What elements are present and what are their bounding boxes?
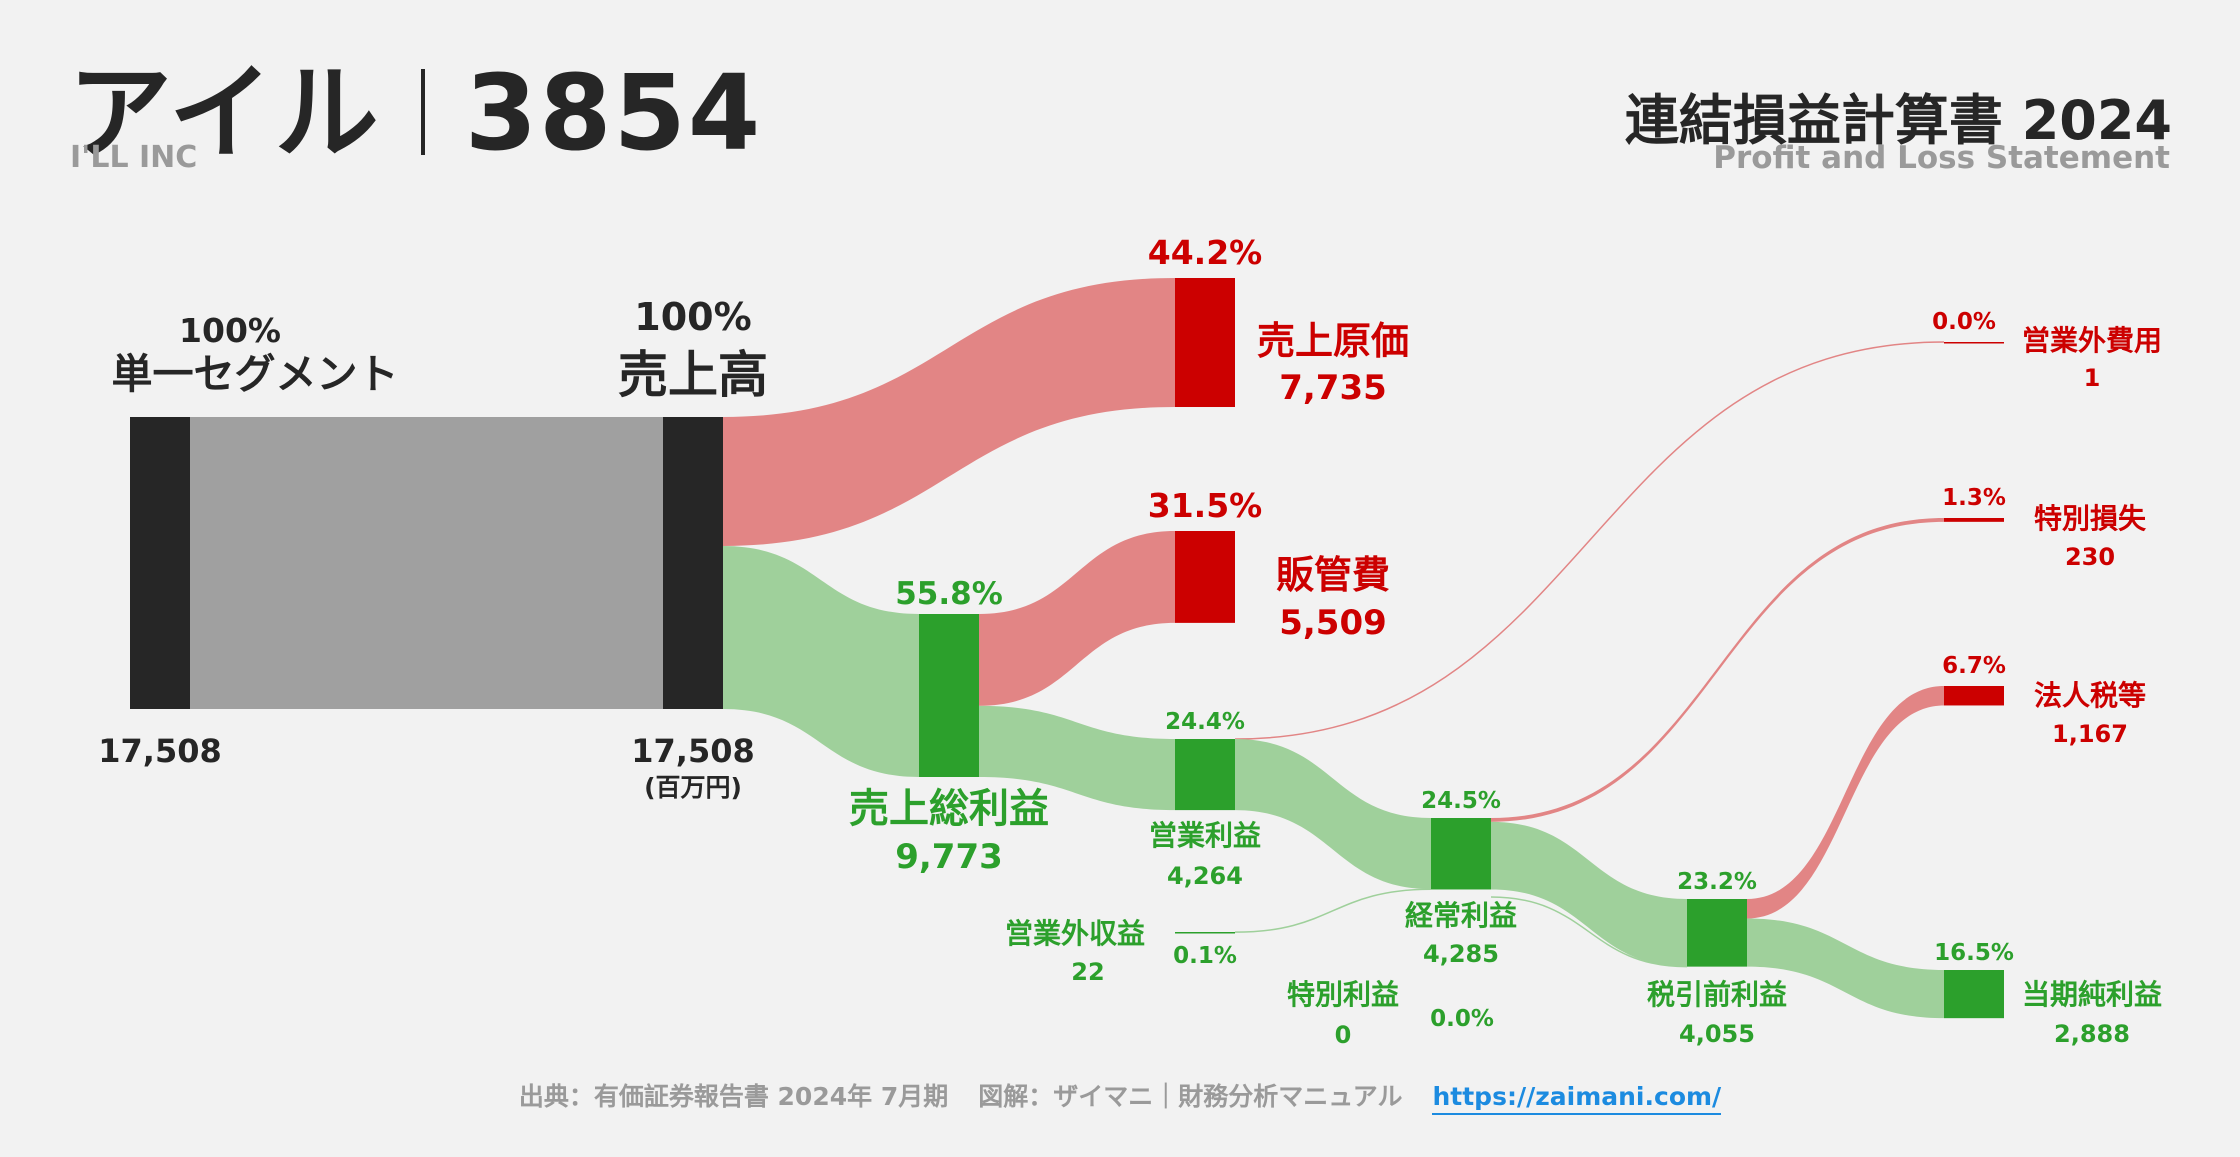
node-non_op_income	[1175, 932, 1235, 934]
value-label-operating_profit: 4,264	[1167, 862, 1243, 890]
value-label-pretax_profit: 4,055	[1679, 1020, 1755, 1048]
value-label-segment: 17,508	[98, 732, 221, 770]
node-segment	[130, 417, 190, 709]
flow-operating_profit-to-non_op_expense	[1234, 341, 1945, 740]
flow-ordinary_profit-to-pretax_profit	[1491, 821, 1687, 967]
flow-segment-to-revenue	[190, 417, 663, 709]
company-title: アイル 3854	[68, 28, 762, 179]
value-label-non_op_expense: 1	[2084, 364, 2101, 392]
pct-label-pretax_profit: 23.2%	[1677, 869, 1757, 895]
node-sga	[1175, 531, 1235, 623]
value-label-ordinary_profit: 4,285	[1423, 940, 1499, 968]
value-label-extra_loss: 230	[2065, 543, 2115, 571]
labels-group: 100%単一セグメント17,508100%売上高17,50844.2%売上原価7…	[98, 233, 2162, 1049]
node-ordinary_profit	[1431, 818, 1491, 890]
flow-non_op_income-to-ordinary_profit	[1234, 888, 1432, 933]
pct-label-non_op_expense: 0.0%	[1932, 309, 1996, 335]
node-operating_profit	[1175, 739, 1235, 811]
flow-gross_profit-to-sga	[979, 531, 1175, 706]
flow-gross_profit-to-operating_profit	[979, 705, 1175, 811]
flow-extra_gain-to-pretax_profit	[1490, 896, 1688, 968]
value-label-sga: 5,509	[1279, 603, 1387, 643]
flow-ordinary_profit-to-extra_loss	[1491, 518, 1944, 822]
pct-label-cogs: 44.2%	[1148, 233, 1263, 272]
name-label-ordinary_profit: 経常利益	[1405, 899, 1517, 932]
node-revenue	[663, 417, 723, 709]
name-label-tax: 法人税等	[2034, 679, 2146, 712]
pct-label-extra_loss: 1.3%	[1942, 485, 2006, 511]
statement-subtitle: Profit and Loss Statement	[1713, 140, 2170, 176]
value-label-non_op_income: 22	[1071, 958, 1104, 986]
company-name: アイル	[68, 52, 381, 174]
value-label-gross_profit: 9,773	[895, 837, 1003, 877]
pct-label-extra_gain: 0.0%	[1430, 1006, 1494, 1032]
value-label-net_income: 2,888	[2054, 1020, 2130, 1048]
node-pretax_profit	[1687, 899, 1747, 967]
pct-label-net_income: 16.5%	[1934, 940, 2014, 966]
node-tax	[1944, 686, 2004, 706]
node-net_income	[1944, 970, 2004, 1019]
name-label-cogs: 売上原価	[1257, 319, 1409, 363]
flow-revenue-to-cogs	[723, 278, 1175, 547]
flow-pretax_profit-to-tax	[1747, 686, 1944, 919]
unit-label: (百万円)	[644, 773, 742, 802]
ticker-code: 3854	[464, 52, 763, 174]
name-label-non_op_income: 営業外収益	[1005, 917, 1145, 950]
value-label-extra_gain: 0	[1335, 1021, 1352, 1049]
node-extra_loss	[1944, 518, 2004, 522]
flow-revenue-to-gross_profit	[723, 546, 919, 777]
title-separator	[420, 69, 425, 155]
pct-label-tax: 6.7%	[1942, 653, 2006, 679]
pct-label-operating_profit: 24.4%	[1165, 709, 1245, 735]
pct-label-non_op_income: 0.1%	[1173, 943, 1237, 969]
name-label-pretax_profit: 税引前利益	[1647, 978, 1787, 1011]
pct-label-ordinary_profit: 24.5%	[1421, 788, 1501, 814]
flow-operating_profit-to-ordinary_profit	[1235, 739, 1431, 890]
company-name-en: I'LL INC	[70, 140, 198, 175]
nodes-group	[130, 278, 2004, 1019]
pct-label-segment: 100%	[179, 311, 281, 350]
value-label-revenue: 17,508	[631, 732, 754, 770]
name-label-segment: 単一セグメント	[112, 350, 399, 398]
footer-source: 出典：有価証券報告書 2024年 7月期	[518, 1082, 949, 1111]
footer-credit: 図解：ザイマニ｜財務分析マニュアル	[978, 1082, 1403, 1111]
name-label-net_income: 当期純利益	[2022, 978, 2162, 1011]
node-gross_profit	[919, 614, 979, 777]
pct-label-gross_profit: 55.8%	[895, 576, 1003, 612]
footer: 出典：有価証券報告書 2024年 7月期 図解：ザイマニ｜財務分析マニュアル htt…	[0, 1077, 2240, 1115]
value-label-cogs: 7,735	[1279, 368, 1387, 408]
statement-title: 連結損益計算書 2024	[1624, 89, 2172, 152]
value-label-tax: 1,167	[2052, 720, 2128, 748]
name-label-revenue: 売上高	[618, 346, 768, 404]
pct-label-revenue: 100%	[634, 295, 751, 339]
name-label-non_op_expense: 営業外費用	[2022, 324, 2162, 357]
flow-pretax_profit-to-net_income	[1747, 918, 1944, 1019]
pct-label-sga: 31.5%	[1148, 486, 1263, 525]
node-cogs	[1175, 278, 1235, 408]
name-label-sga: 販管費	[1276, 553, 1390, 597]
name-label-gross_profit: 売上総利益	[849, 786, 1049, 832]
name-label-operating_profit: 営業利益	[1149, 819, 1261, 852]
node-non_op_expense	[1944, 342, 2004, 344]
flows-group	[190, 278, 1945, 1019]
name-label-extra_loss: 特別損失	[2034, 502, 2147, 535]
footer-link[interactable]: https://zaimani.com/	[1432, 1082, 1722, 1115]
name-label-extra_gain: 特別利益	[1287, 978, 1399, 1011]
